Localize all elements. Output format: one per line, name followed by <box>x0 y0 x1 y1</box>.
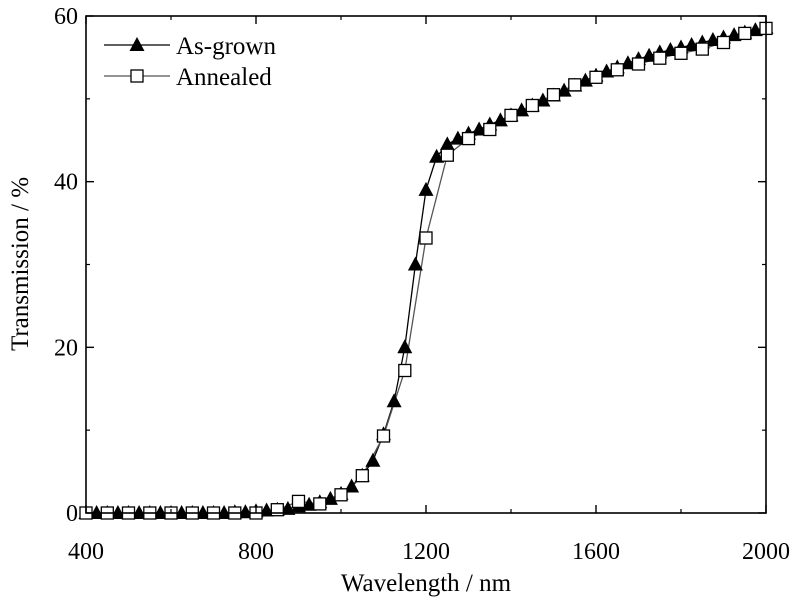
annealed-point-13 <box>355 469 369 483</box>
as-grown-point-35 <box>450 130 466 145</box>
x-tick-label-0: 400 <box>68 539 104 565</box>
annealed-point-18 <box>461 131 476 146</box>
as-grown-point-47 <box>577 72 593 87</box>
legend: As-grown Annealed <box>104 33 276 91</box>
annealed-point-15 <box>398 363 412 378</box>
annealed-point-24 <box>589 70 603 84</box>
as-grown-point-13 <box>216 505 232 519</box>
annealed-point-14 <box>376 429 391 443</box>
annealed-point-11 <box>313 497 327 511</box>
y-tick-label-0: 0 <box>66 501 78 527</box>
legend-label-as-grown: As-grown <box>176 33 276 60</box>
series-line-1 <box>86 27 767 514</box>
annealed-point-19 <box>483 122 497 137</box>
y-tick-label-1: 20 <box>54 335 78 361</box>
as-grown-point-49 <box>599 63 615 78</box>
ticks-layer: 400 800 1200 1600 2000 0 20 40 60 <box>54 4 790 565</box>
annealed-point-25 <box>610 63 624 77</box>
y-axis-label: Transmission / % <box>7 177 34 351</box>
legend-marker-annealed <box>130 69 144 83</box>
as-grown-point-33 <box>429 148 445 163</box>
annealed-point-10 <box>291 494 306 509</box>
annealed-point-29 <box>695 42 709 56</box>
annealed-point-26 <box>631 57 646 71</box>
annealed-point-30 <box>716 35 731 50</box>
as-grown-point-3 <box>110 505 126 519</box>
annealed-point-21 <box>525 98 539 113</box>
annealed-point-20 <box>504 108 518 123</box>
series-line-0 <box>86 26 767 514</box>
x-axis-label: Wavelength / nm <box>341 570 512 597</box>
as-grown-point-5 <box>131 505 147 519</box>
annealed-point-9 <box>270 503 284 517</box>
x-tick-label-1: 800 <box>238 539 274 565</box>
annealed-point-12 <box>334 488 348 502</box>
as-grown-point-30 <box>397 339 413 354</box>
as-grown-point-25 <box>344 478 360 493</box>
as-grown-point-29 <box>386 393 402 408</box>
as-grown-point-15 <box>237 504 253 519</box>
annealed-point-23 <box>568 78 582 92</box>
as-grown-point-41 <box>514 102 530 117</box>
series-layer <box>78 19 774 520</box>
as-grown-point-39 <box>492 112 508 127</box>
as-grown-point-31 <box>407 256 423 271</box>
as-grown-point-45 <box>556 82 572 97</box>
annealed-point-17 <box>440 148 454 162</box>
as-grown-point-43 <box>535 92 551 107</box>
as-grown-point-34 <box>439 136 455 151</box>
annealed-point-28 <box>674 46 688 60</box>
y-tick-label-3: 60 <box>54 4 78 30</box>
as-grown-point-51 <box>620 55 636 70</box>
legend-marker-as-grown <box>129 37 145 51</box>
as-grown-point-1 <box>89 505 105 519</box>
x-tick-label-4: 2000 <box>742 539 790 565</box>
legend-label-annealed: Annealed <box>176 64 272 91</box>
annealed-point-31 <box>738 26 752 41</box>
x-tick-label-2: 1200 <box>402 539 450 565</box>
as-grown-point-37 <box>471 121 487 136</box>
as-grown-point-11 <box>195 505 211 519</box>
annealed-point-16 <box>419 231 433 245</box>
as-grown-point-27 <box>365 452 381 467</box>
x-tick-label-3: 1600 <box>572 539 620 565</box>
y-tick-label-2: 40 <box>54 170 78 196</box>
as-grown-point-9 <box>174 505 190 519</box>
as-grown-point-23 <box>322 490 338 505</box>
annealed-point-27 <box>653 51 667 65</box>
annealed-point-22 <box>546 88 561 102</box>
as-grown-point-32 <box>418 181 434 196</box>
as-grown-point-7 <box>152 505 168 519</box>
